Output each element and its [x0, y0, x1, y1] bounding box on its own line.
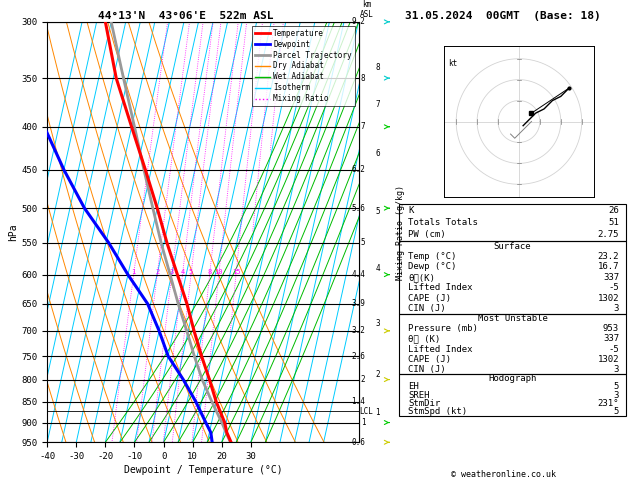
Text: 9.2: 9.2	[352, 17, 365, 26]
Text: 1: 1	[361, 418, 365, 427]
Text: 3: 3	[614, 391, 619, 399]
Y-axis label: hPa: hPa	[9, 223, 18, 241]
Text: θᴇ(K): θᴇ(K)	[408, 273, 435, 282]
Text: 31.05.2024  00GMT  (Base: 18): 31.05.2024 00GMT (Base: 18)	[405, 11, 601, 21]
Text: CAPE (J): CAPE (J)	[408, 355, 452, 364]
Text: 44°13'N  43°06'E  522m ASL: 44°13'N 43°06'E 522m ASL	[97, 11, 274, 21]
Text: 3: 3	[376, 319, 380, 328]
Text: 6: 6	[376, 149, 380, 157]
Text: kt: kt	[448, 59, 457, 68]
Bar	[399, 241, 626, 313]
Text: Surface: Surface	[494, 242, 532, 251]
Text: 3.9: 3.9	[352, 299, 365, 308]
Text: 8: 8	[361, 73, 365, 83]
X-axis label: Dewpoint / Temperature (°C): Dewpoint / Temperature (°C)	[123, 465, 282, 475]
Text: 2: 2	[361, 375, 365, 384]
Text: Totals Totals: Totals Totals	[408, 218, 478, 227]
Text: Lifted Index: Lifted Index	[408, 283, 473, 292]
Bar	[399, 374, 626, 416]
Text: CAPE (J): CAPE (J)	[408, 294, 452, 303]
Text: Pressure (mb): Pressure (mb)	[408, 324, 478, 333]
Text: 8: 8	[376, 63, 380, 72]
Text: 4: 4	[181, 269, 184, 275]
Text: Most Unstable: Most Unstable	[477, 314, 548, 323]
Text: K: K	[408, 206, 414, 215]
Text: CIN (J): CIN (J)	[408, 304, 446, 313]
Text: LCL: LCL	[359, 407, 373, 416]
Text: 337: 337	[603, 273, 619, 282]
Text: Mixing Ratio (g/kg): Mixing Ratio (g/kg)	[396, 185, 405, 279]
Bar	[399, 313, 626, 374]
Text: 1302: 1302	[598, 294, 619, 303]
Text: 5: 5	[361, 239, 365, 247]
Text: 3: 3	[614, 365, 619, 374]
Text: 2: 2	[155, 269, 159, 275]
Text: 7: 7	[376, 100, 380, 109]
Text: StmSpd (kt): StmSpd (kt)	[408, 407, 467, 417]
Text: 1: 1	[131, 269, 136, 275]
Text: 15: 15	[231, 269, 240, 275]
Text: 1: 1	[376, 408, 380, 417]
Text: -5: -5	[608, 283, 619, 292]
Legend: Temperature, Dewpoint, Parcel Trajectory, Dry Adiabat, Wet Adiabat, Isotherm, Mi: Temperature, Dewpoint, Parcel Trajectory…	[252, 26, 355, 106]
Text: 953: 953	[603, 324, 619, 333]
Text: 3.2: 3.2	[352, 327, 365, 335]
Text: CIN (J): CIN (J)	[408, 365, 446, 374]
Text: Hodograph: Hodograph	[489, 374, 537, 383]
Text: -5: -5	[608, 345, 619, 354]
Text: 2: 2	[376, 370, 380, 380]
Text: 6.2: 6.2	[352, 165, 365, 174]
Text: 23.2: 23.2	[598, 252, 619, 261]
Text: 5.6: 5.6	[352, 204, 365, 213]
Text: StmDir: StmDir	[408, 399, 441, 408]
Bar	[399, 204, 626, 241]
Text: 1.4: 1.4	[352, 397, 365, 406]
Text: 10: 10	[214, 269, 223, 275]
Text: 0.6: 0.6	[352, 438, 365, 447]
Text: 51: 51	[608, 218, 619, 227]
Text: SREH: SREH	[408, 391, 430, 399]
Text: 5: 5	[614, 382, 619, 391]
Text: Lifted Index: Lifted Index	[408, 345, 473, 354]
Text: 337: 337	[603, 334, 619, 344]
Text: PW (cm): PW (cm)	[408, 230, 446, 240]
Text: 2.6: 2.6	[352, 351, 365, 361]
Text: 3: 3	[614, 304, 619, 313]
Text: EH: EH	[408, 382, 419, 391]
Text: Temp (°C): Temp (°C)	[408, 252, 457, 261]
Text: θᴇ (K): θᴇ (K)	[408, 334, 441, 344]
Text: 5: 5	[376, 208, 380, 216]
Text: km
ASL: km ASL	[360, 0, 374, 19]
Text: 7: 7	[361, 122, 365, 131]
Text: 231°: 231°	[598, 399, 619, 408]
Text: 4.4: 4.4	[352, 270, 365, 279]
Text: Dewp (°C): Dewp (°C)	[408, 262, 457, 272]
Text: 2.75: 2.75	[598, 230, 619, 240]
Text: 3: 3	[170, 269, 174, 275]
Text: 16.7: 16.7	[598, 262, 619, 272]
Text: 4: 4	[376, 264, 380, 273]
Text: 26: 26	[608, 206, 619, 215]
Text: © weatheronline.co.uk: © weatheronline.co.uk	[451, 469, 555, 479]
Text: 8: 8	[208, 269, 212, 275]
Text: 5: 5	[189, 269, 193, 275]
Text: 5: 5	[614, 407, 619, 417]
Text: 1302: 1302	[598, 355, 619, 364]
